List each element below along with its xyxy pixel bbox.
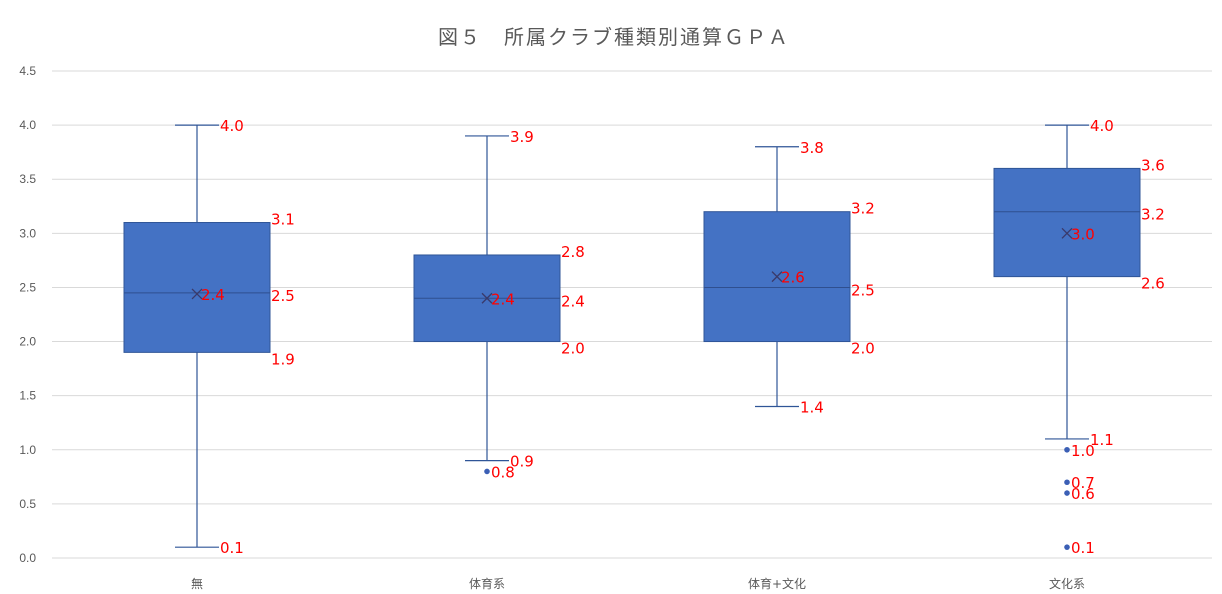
- q3-label: 3.1: [271, 211, 295, 229]
- min-label: 1.4: [800, 398, 824, 416]
- y-tick-label: 0.0: [19, 551, 36, 565]
- x-axis-labels: 無 体育系 体育+文化 文化系: [191, 576, 1085, 591]
- mean-marker: [481, 292, 493, 304]
- mean-label: 2.4: [491, 290, 515, 308]
- y-tick-label: 2.0: [19, 335, 36, 349]
- iqr-box: [123, 222, 271, 353]
- x-category-label: 文化系: [1049, 576, 1085, 591]
- q1-label: 2.0: [851, 340, 875, 358]
- outlier-point: [1064, 544, 1070, 550]
- median-label: 2.4: [561, 292, 585, 310]
- mean-label: 3.0: [1071, 225, 1095, 243]
- mean-label: 2.6: [781, 269, 805, 287]
- outlier-label: 0.1: [1071, 539, 1095, 557]
- q3-label: 3.6: [1141, 156, 1165, 174]
- outlier-point: [1064, 490, 1070, 496]
- y-tick-label: 3.5: [19, 172, 36, 186]
- y-tick-label: 1.5: [19, 389, 36, 403]
- mean-marker: [191, 288, 203, 300]
- min-label: 0.9: [510, 453, 534, 471]
- q1-label: 2.6: [1141, 275, 1165, 293]
- mean-marker: [771, 271, 783, 283]
- max-label: 4.0: [1090, 117, 1114, 135]
- mean-label: 2.4: [201, 286, 225, 304]
- outlier-point: [1064, 479, 1070, 486]
- q1-label: 2.0: [561, 340, 585, 358]
- outlier-label: 1.0: [1071, 442, 1095, 460]
- box-series: 4.0 0.1 3.1 1.9 2.5 2.4 0.8 3.9 0.9 2.8 2.0 2.4 2.4 3…: [123, 117, 1165, 557]
- y-tick-label: 0.5: [19, 497, 36, 511]
- median-label: 3.2: [1141, 206, 1165, 224]
- y-axis-ticks: 0.0 0.5 1.0 1.5 2.0 2.5 3.0 3.5 4.0 4.5: [19, 64, 36, 565]
- chart-title: 図５ 所属クラブ種類別通算ＧＰＡ: [438, 25, 790, 49]
- y-tick-label: 4.5: [19, 64, 36, 78]
- x-category-label: 体育系: [469, 576, 505, 591]
- x-category-label: 無: [191, 576, 203, 591]
- y-tick-label: 4.0: [19, 118, 36, 132]
- box-group: 1.0 0.70.6 0.1 4.0 1.1 3.6 2.6 3.2 3.0: [993, 117, 1165, 557]
- y-tick-label: 2.5: [19, 280, 36, 294]
- q3-label: 2.8: [561, 243, 585, 261]
- max-label: 4.0: [220, 117, 244, 135]
- box-group: 0.8 3.9 0.9 2.8 2.0 2.4 2.4: [413, 128, 585, 481]
- outlier-label: 0.8: [491, 463, 515, 481]
- q1-label: 1.9: [271, 350, 295, 368]
- box-group: 3.8 1.4 3.2 2.0 2.5 2.6: [703, 139, 875, 416]
- min-label: 0.1: [220, 539, 244, 557]
- median-label: 2.5: [851, 281, 875, 299]
- outlier-point: [1064, 446, 1070, 453]
- outlier-label: 0.6: [1071, 485, 1095, 503]
- y-tick-label: 3.0: [19, 226, 36, 240]
- max-label: 3.9: [510, 128, 534, 146]
- max-label: 3.8: [800, 139, 824, 157]
- x-category-label: 体育+文化: [748, 576, 806, 591]
- mean-marker: [1061, 227, 1073, 239]
- median-label: 2.5: [271, 287, 295, 305]
- outlier-point: [484, 468, 490, 475]
- outlier-label: 0.7: [1071, 474, 1095, 492]
- min-label: 1.1: [1090, 431, 1114, 449]
- y-tick-label: 1.0: [19, 443, 36, 457]
- iqr-box: [993, 167, 1141, 278]
- box-group: 4.0 0.1 3.1 1.9 2.5 2.4: [123, 117, 295, 557]
- q3-label: 3.2: [851, 200, 875, 218]
